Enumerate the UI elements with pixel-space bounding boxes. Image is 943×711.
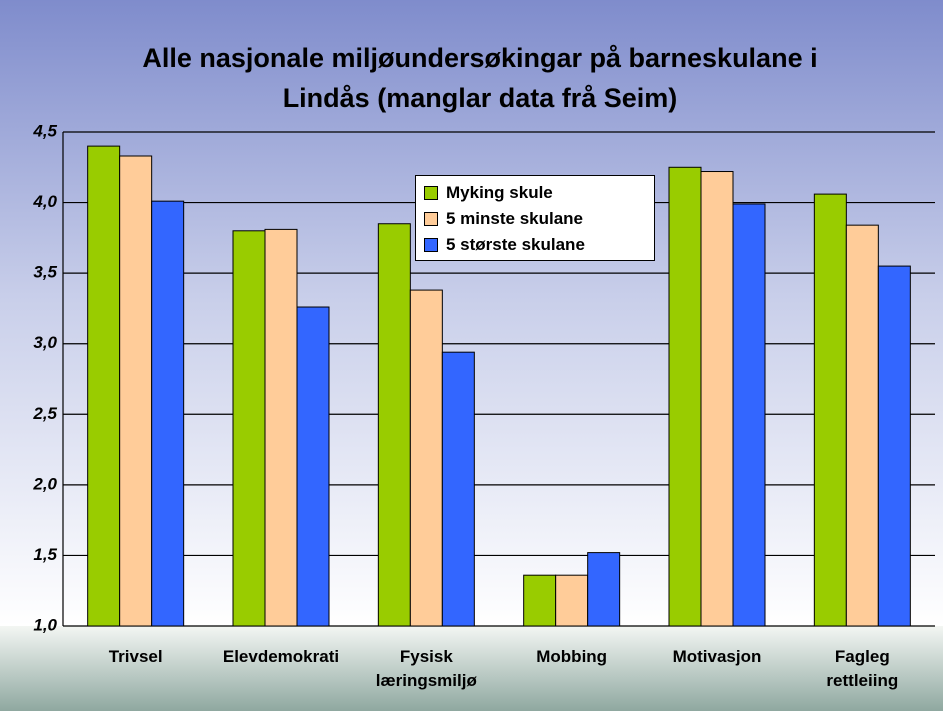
bar: [813, 193, 847, 627]
bar: [264, 228, 298, 627]
y-tick-label: 2,0: [32, 474, 57, 493]
bar: [845, 224, 879, 627]
legend-label: Myking skule: [446, 183, 553, 202]
chart-title: Alle nasjonale miljøundersøkingar på bar…: [142, 43, 818, 113]
footer-band: [0, 626, 943, 711]
bar: [555, 574, 589, 627]
bar: [377, 223, 411, 627]
y-tick-label: 4,5: [32, 121, 57, 140]
x-tick-label: Elevdemokrati: [222, 647, 340, 666]
legend: Myking skule 5 minste skulane 5 største sk…: [415, 175, 655, 261]
bar: [87, 145, 121, 627]
y-tick-label: 2,5: [32, 404, 57, 423]
y-tick-label: 3,5: [33, 263, 57, 282]
bar: [877, 265, 911, 627]
bar: [296, 306, 330, 627]
x-tick-label: Fagleg rettleiing: [826, 647, 899, 690]
legend-swatch: [424, 238, 438, 252]
bar: [587, 552, 621, 627]
x-tick-label: Motivasjon: [672, 647, 762, 666]
bar: [409, 289, 443, 627]
y-tick-label: 1,0: [33, 615, 57, 634]
x-tick-label: Mobbing: [536, 647, 608, 666]
legend-label: 5 minste skulane: [446, 209, 584, 228]
bar: [668, 166, 702, 627]
x-tick-label: Trivsel: [108, 647, 163, 666]
legend-item: 5 største skulane: [424, 232, 646, 258]
y-tick-label: 4,0: [32, 192, 57, 211]
legend-label: 5 største skulane: [446, 235, 585, 254]
legend-swatch: [424, 212, 438, 226]
x-tick-label: Fysisk læringsmiljø: [375, 647, 477, 690]
bar: [523, 574, 557, 627]
legend-item: Myking skule: [424, 180, 646, 206]
bar: [232, 230, 266, 627]
bar: [732, 203, 766, 627]
legend-item: 5 minste skulane: [424, 206, 646, 232]
y-tick-label: 3,0: [33, 333, 57, 352]
bar: [700, 171, 734, 627]
y-tick-label: 1,5: [33, 545, 57, 564]
bar: [151, 200, 185, 627]
bar: [119, 155, 153, 627]
bar: [441, 351, 475, 627]
legend-swatch: [424, 186, 438, 200]
